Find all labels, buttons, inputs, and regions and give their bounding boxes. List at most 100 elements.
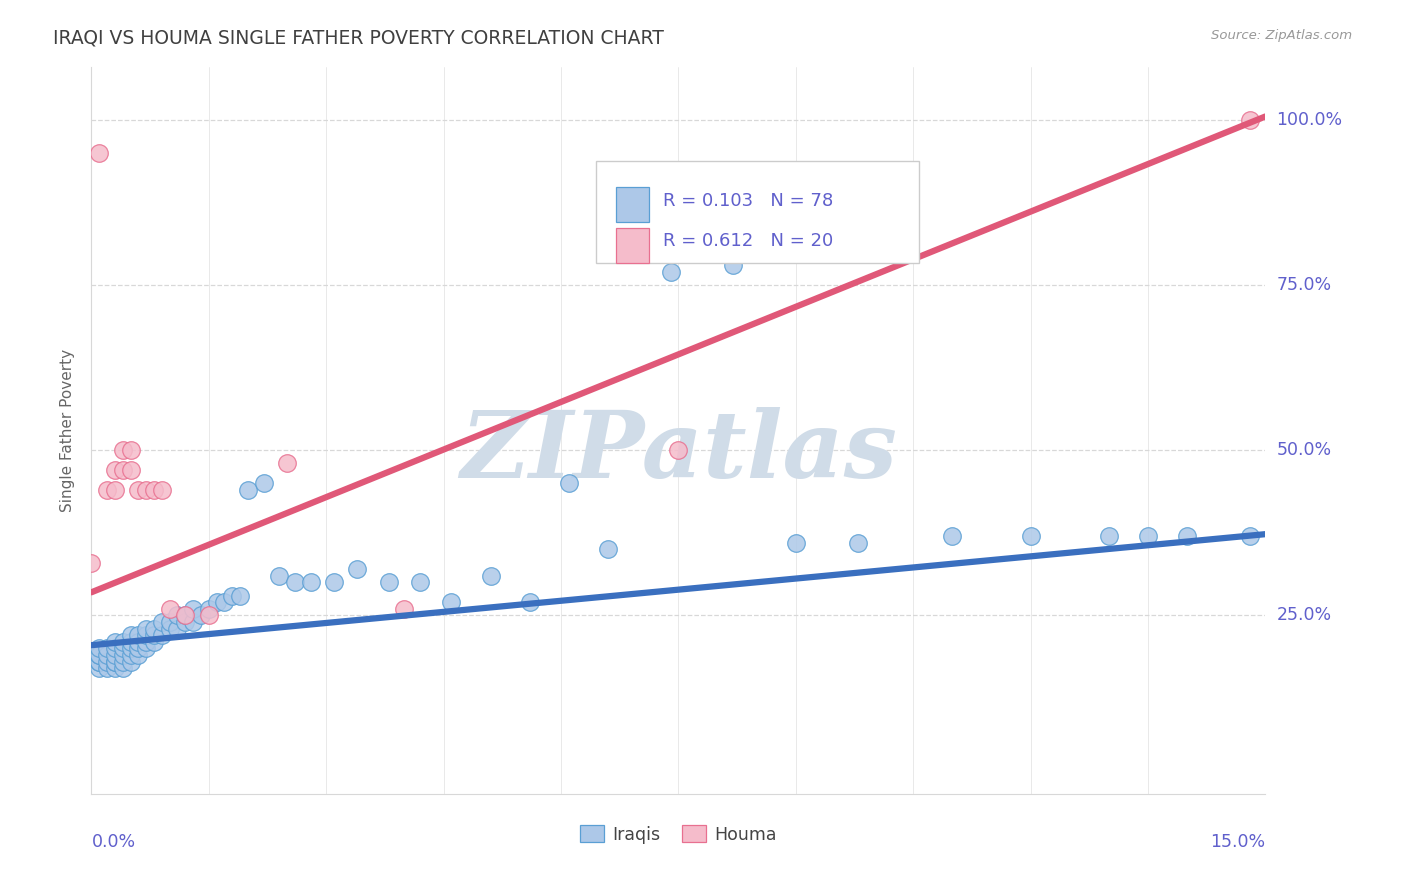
Point	[89, 648, 111, 662]
Point	[104, 483, 127, 497]
Point	[252, 476, 274, 491]
Point	[120, 628, 142, 642]
Point	[181, 602, 204, 616]
Point	[205, 595, 228, 609]
Text: R = 0.103   N = 78: R = 0.103 N = 78	[664, 192, 834, 210]
Point	[127, 628, 149, 642]
Point	[596, 542, 619, 557]
Point	[143, 635, 166, 649]
Point	[197, 608, 219, 623]
Point	[284, 575, 307, 590]
Point	[1175, 529, 1198, 543]
Point	[159, 615, 181, 629]
Point	[440, 595, 463, 609]
Point	[96, 661, 118, 675]
Point	[558, 476, 581, 491]
Point	[166, 608, 188, 623]
Point	[1136, 529, 1159, 543]
Point	[174, 615, 197, 629]
Point	[1239, 112, 1261, 127]
Point	[135, 641, 157, 656]
FancyBboxPatch shape	[596, 161, 920, 263]
FancyBboxPatch shape	[616, 228, 650, 263]
Point	[721, 258, 744, 272]
Point	[1019, 529, 1042, 543]
Point	[221, 589, 243, 603]
Point	[104, 661, 127, 675]
Point	[104, 635, 127, 649]
Point	[120, 463, 142, 477]
Point	[135, 635, 157, 649]
Point	[111, 635, 134, 649]
Point	[135, 622, 157, 636]
Point	[190, 608, 212, 623]
Point	[111, 655, 134, 669]
Legend: Iraqis, Houma: Iraqis, Houma	[572, 819, 785, 851]
Point	[519, 595, 541, 609]
Point	[96, 655, 118, 669]
Point	[197, 602, 219, 616]
Text: ZIPatlas: ZIPatlas	[460, 408, 897, 497]
Point	[120, 641, 142, 656]
Point	[104, 641, 127, 656]
Point	[89, 655, 111, 669]
Point	[166, 622, 188, 636]
Point	[89, 641, 111, 656]
Point	[659, 265, 682, 279]
Point	[150, 615, 173, 629]
Point	[229, 589, 252, 603]
Y-axis label: Single Father Poverty: Single Father Poverty	[60, 349, 76, 512]
Point	[159, 602, 181, 616]
Point	[127, 648, 149, 662]
Point	[143, 483, 166, 497]
Point	[80, 556, 103, 570]
Point	[111, 641, 134, 656]
Point	[111, 648, 134, 662]
Point	[135, 628, 157, 642]
Point	[174, 608, 197, 623]
Text: R = 0.612   N = 20: R = 0.612 N = 20	[664, 232, 834, 250]
Point	[150, 628, 173, 642]
Point	[104, 648, 127, 662]
Point	[127, 483, 149, 497]
Point	[269, 569, 291, 583]
Point	[941, 529, 963, 543]
Point	[111, 463, 134, 477]
Point	[409, 575, 432, 590]
Point	[120, 635, 142, 649]
Point	[89, 655, 111, 669]
Point	[120, 443, 142, 458]
Point	[96, 483, 118, 497]
Point	[111, 661, 134, 675]
Point	[848, 535, 870, 549]
Text: IRAQI VS HOUMA SINGLE FATHER POVERTY CORRELATION CHART: IRAQI VS HOUMA SINGLE FATHER POVERTY COR…	[53, 29, 664, 47]
Point	[236, 483, 259, 497]
Point	[378, 575, 401, 590]
Text: 50.0%: 50.0%	[1277, 442, 1331, 459]
Point	[120, 655, 142, 669]
Point	[89, 145, 111, 160]
Point	[104, 655, 127, 669]
Point	[785, 535, 807, 549]
Text: 0.0%: 0.0%	[91, 833, 135, 851]
Point	[323, 575, 346, 590]
Point	[89, 648, 111, 662]
Point	[666, 443, 689, 458]
Point	[181, 615, 204, 629]
Text: Source: ZipAtlas.com: Source: ZipAtlas.com	[1212, 29, 1353, 42]
Point	[150, 483, 173, 497]
Point	[120, 648, 142, 662]
Text: 75.0%: 75.0%	[1277, 276, 1331, 294]
Point	[143, 628, 166, 642]
Point	[1098, 529, 1121, 543]
Point	[299, 575, 322, 590]
Point	[89, 661, 111, 675]
Point	[394, 602, 416, 616]
Point	[159, 622, 181, 636]
Point	[174, 608, 197, 623]
Text: 100.0%: 100.0%	[1277, 111, 1343, 128]
Point	[104, 463, 127, 477]
Point	[135, 483, 157, 497]
Point	[1239, 529, 1261, 543]
Point	[80, 648, 103, 662]
